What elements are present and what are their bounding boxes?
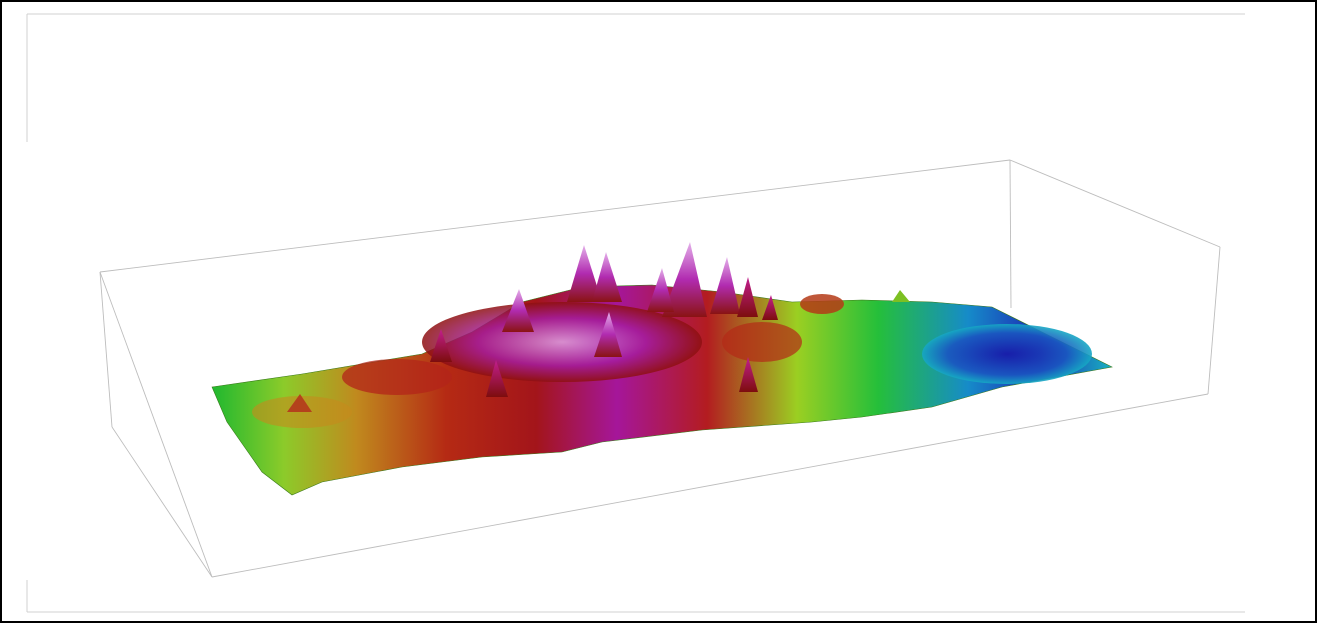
frame-guides [26,13,1245,613]
bounding-box-back [99,159,1221,428]
terrain-surface [211,284,1113,496]
terrain-peaks [287,242,910,412]
blue-low-region [922,324,1092,384]
bounding-box-front [99,246,1221,578]
